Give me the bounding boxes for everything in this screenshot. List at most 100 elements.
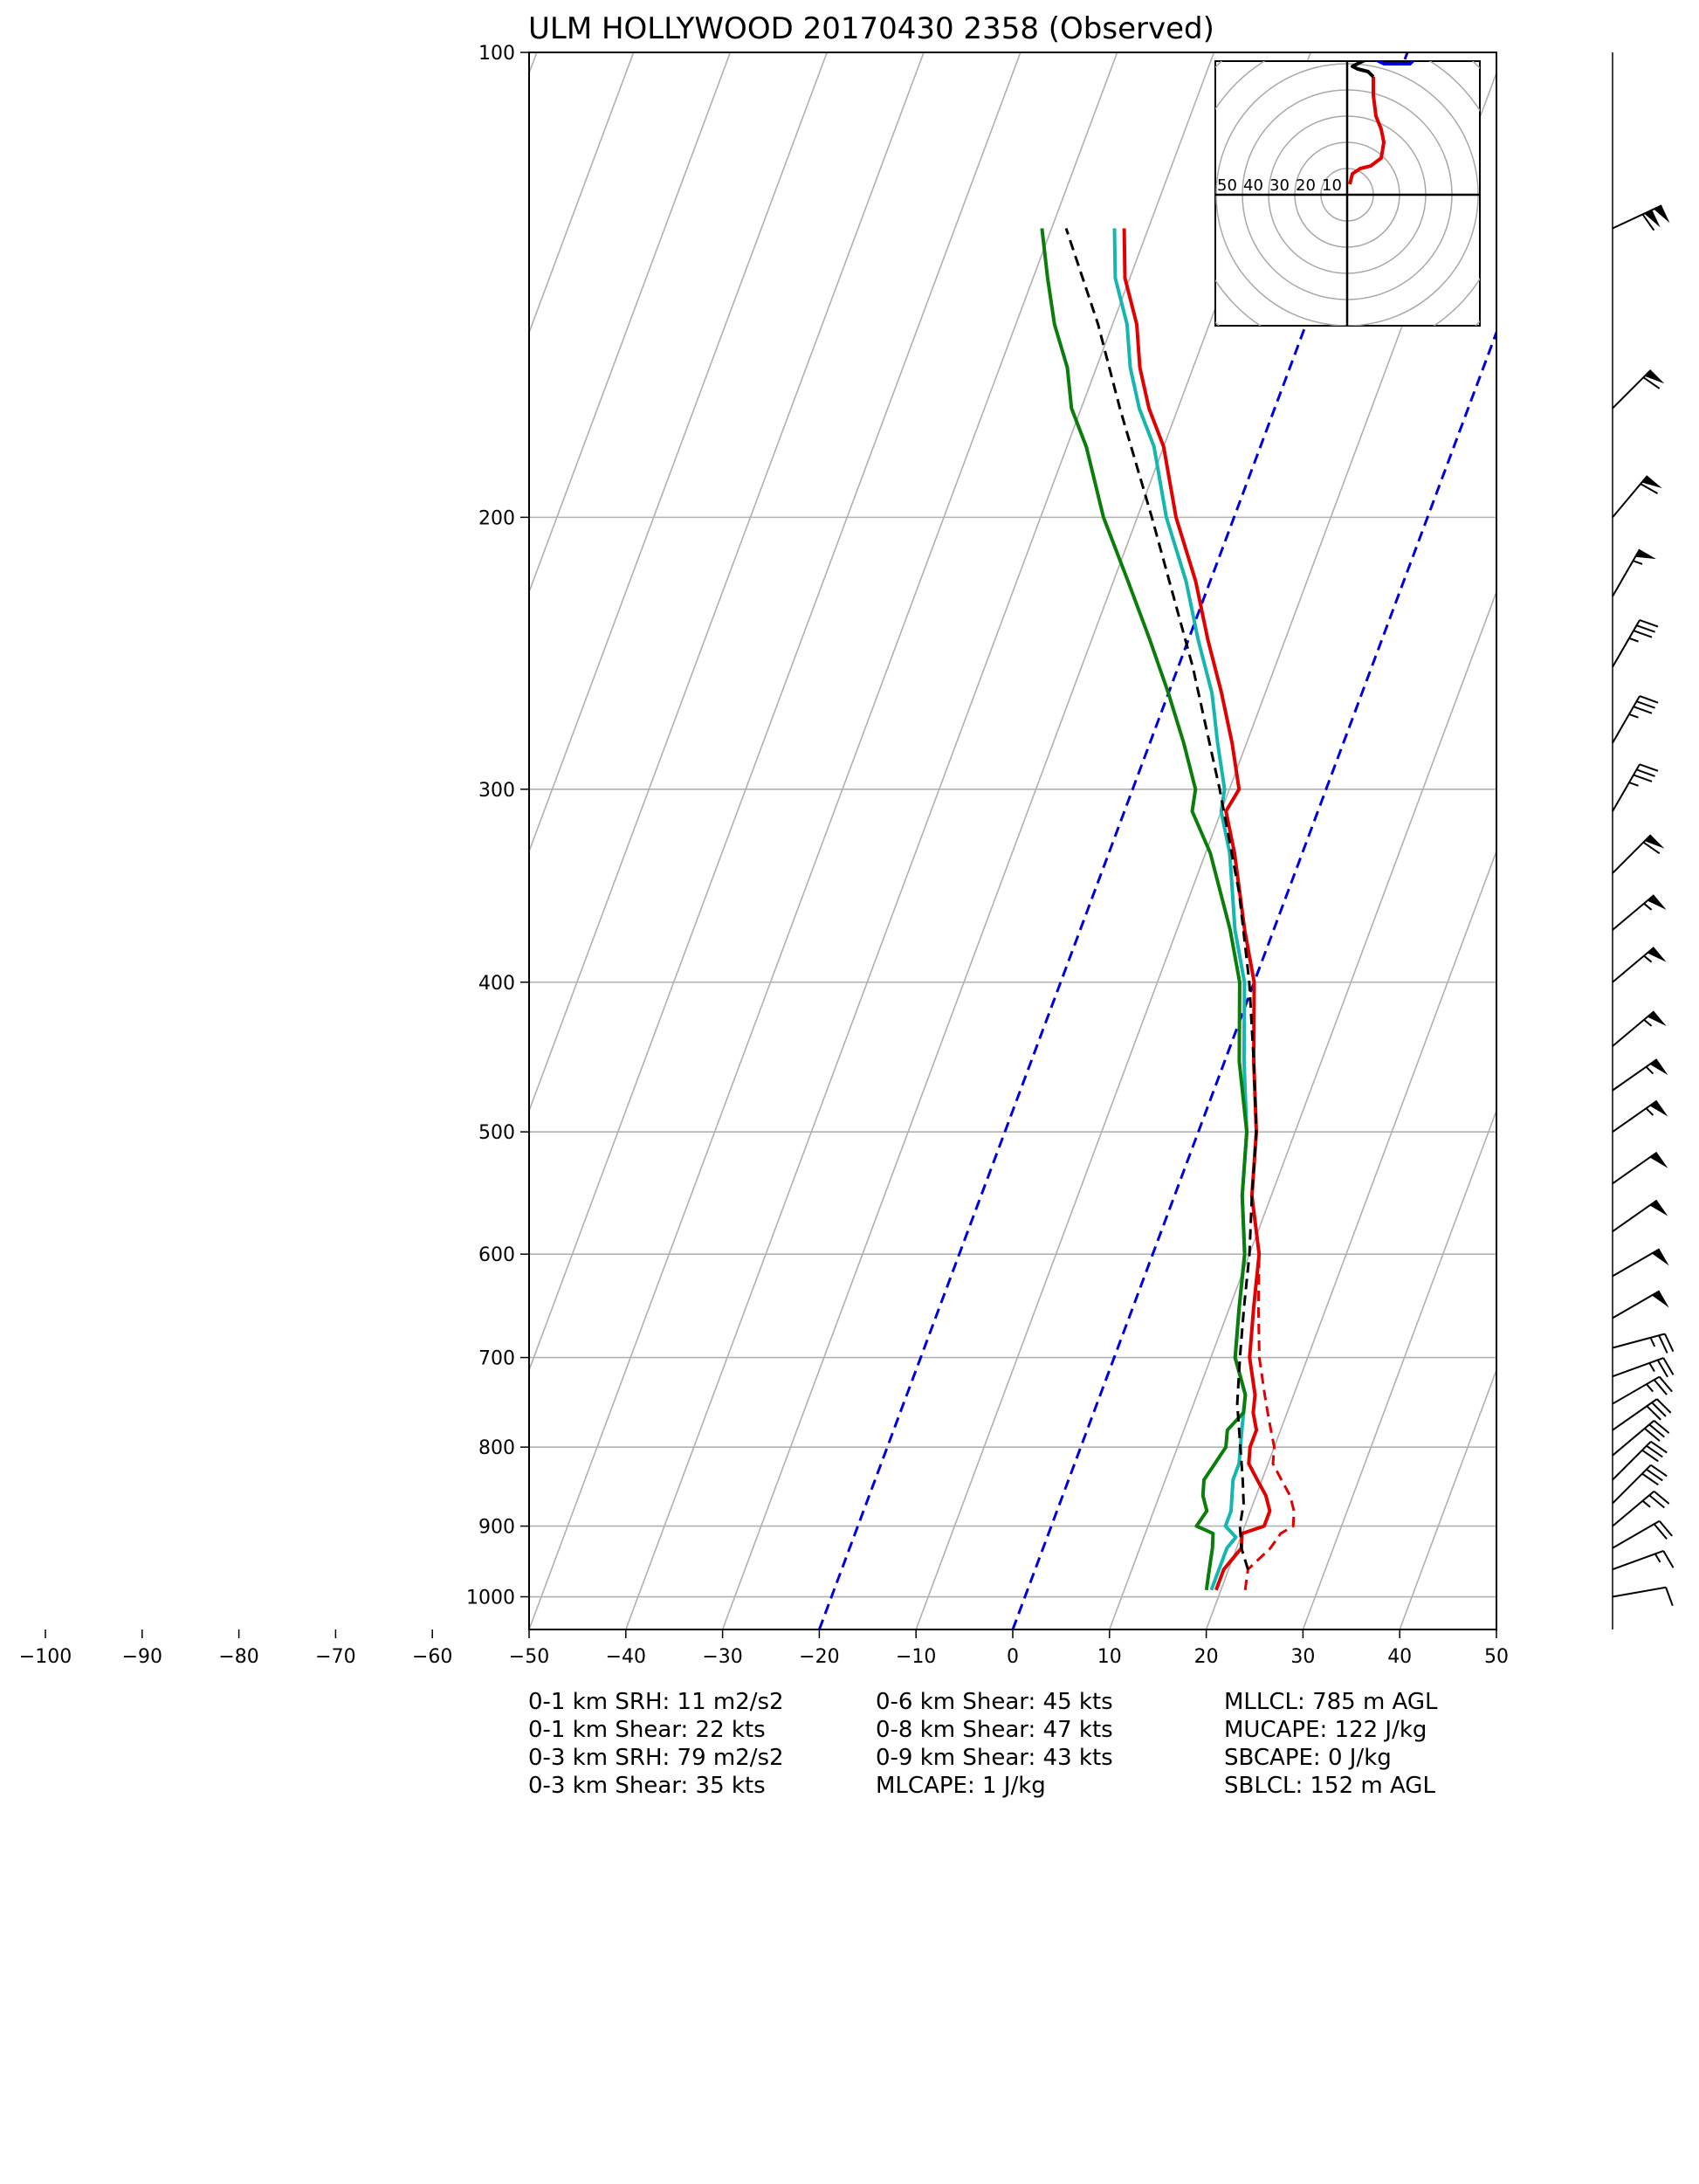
barb-flag [1649, 1059, 1668, 1076]
isotherm-gridline [1109, 589, 1496, 1629]
barb-full [1639, 695, 1659, 704]
barb-full [1653, 1379, 1668, 1395]
barb-full [1633, 630, 1653, 638]
barb-full [1641, 1472, 1659, 1486]
barb-full [1653, 1523, 1668, 1540]
isotherm-gridline [1302, 1108, 1496, 1629]
index-line: 0-3 km SRH: 79 m2/s2 [528, 1745, 784, 1771]
hodograph-ring-label: 20 [1296, 176, 1316, 195]
barb-full [1653, 1490, 1670, 1505]
barb-full [1633, 706, 1653, 714]
hodograph-trace [1351, 61, 1375, 79]
wind-barb [1612, 1586, 1674, 1607]
barb-flag [1652, 1291, 1669, 1308]
wind-barb [1612, 1290, 1669, 1319]
barb-full [1663, 1333, 1675, 1353]
wind-barb [1612, 475, 1662, 519]
hodograph-inset: 50 40 30 20 10 [1214, 22, 1481, 327]
wind-barb [1612, 1333, 1675, 1354]
profile-line [1243, 1254, 1296, 1591]
barb-flag [1641, 475, 1662, 489]
x-tick-label: −80 [218, 1646, 258, 1668]
barb-half [1654, 1553, 1661, 1563]
x-tick-label: 30 [1290, 1646, 1315, 1668]
barb-full [1653, 1420, 1670, 1434]
barb-full [1636, 624, 1655, 633]
isotherm-gridline [529, 52, 635, 335]
barb-half [1648, 1362, 1655, 1372]
barb-staff [1612, 619, 1641, 668]
barb-staff [1612, 1010, 1655, 1047]
x-tick-label: −30 [702, 1646, 742, 1668]
barb-full [1642, 841, 1661, 855]
wind-barb [1612, 1519, 1673, 1549]
barb-staff [1612, 1333, 1666, 1349]
barb-flag [1644, 835, 1665, 849]
barb-staff [1612, 834, 1652, 874]
x-tick-label: 20 [1194, 1646, 1219, 1668]
index-line: MLCAPE: 1 J/kg [876, 1773, 1046, 1799]
isotherm-gridline [529, 52, 828, 854]
wind-barb [1612, 834, 1665, 874]
y-tick-label: 300 [478, 780, 515, 802]
barb-staff [1612, 548, 1641, 597]
wind-barb [1612, 1248, 1669, 1278]
index-line: 0-8 km Shear: 47 kts [876, 1717, 1113, 1743]
barb-flag [1652, 1249, 1669, 1266]
isotherm-gridline [1205, 849, 1496, 1629]
barb-full [1636, 700, 1655, 709]
barb-full [1658, 1520, 1673, 1537]
y-tick-label: 800 [478, 1437, 515, 1459]
index-line: 0-9 km Shear: 43 kts [876, 1745, 1113, 1771]
barb-staff [1612, 894, 1655, 931]
barb-full [1648, 1423, 1665, 1438]
barb-full [1633, 774, 1653, 782]
isotherm-gridline [0, 52, 150, 1629]
y-tick-label: 200 [478, 507, 515, 529]
barb-full [1640, 483, 1659, 495]
barb-full [1656, 1398, 1672, 1414]
hodograph-trace [1374, 61, 1415, 65]
barb-staff [1612, 947, 1655, 983]
barb-full [1646, 1405, 1661, 1421]
barb-full [1658, 1334, 1668, 1354]
barb-full [1662, 1357, 1675, 1375]
index-line: 0-3 km Shear: 35 kts [528, 1773, 766, 1799]
x-tick-label: 50 [1484, 1646, 1509, 1668]
x-tick-label: −90 [122, 1646, 162, 1668]
barb-half [1645, 1065, 1654, 1075]
hodograph-ring-label: 40 [1243, 176, 1263, 195]
wind-barb [1612, 1151, 1668, 1185]
wind-barb [1612, 204, 1670, 231]
barb-half [1645, 1107, 1654, 1116]
wind-barb [1612, 548, 1657, 597]
barb-staff [1612, 1151, 1658, 1185]
hodograph-trace [1363, 22, 1373, 56]
wind-barb [1612, 947, 1667, 983]
isotherm-gridline [0, 52, 53, 1629]
chart-title: ULM HOLLYWOOD 20170430 2358 (Observed) [528, 11, 1214, 46]
wind-barb [1612, 619, 1659, 668]
index-line: 0-1 km Shear: 22 kts [528, 1717, 766, 1743]
barb-full [1646, 1468, 1663, 1482]
barb-flag [1635, 549, 1657, 560]
barb-flag [1644, 210, 1661, 228]
barb-half [1649, 1337, 1656, 1347]
index-line: 0-6 km Shear: 45 kts [876, 1689, 1113, 1715]
isotherm-gridline [0, 52, 343, 1629]
barb-full [1641, 1449, 1659, 1463]
x-tick-label: −10 [896, 1646, 936, 1668]
wind-barb [1612, 1420, 1670, 1457]
barb-half [1643, 902, 1653, 911]
wind-barb [1612, 695, 1659, 744]
wind-barb [1612, 1464, 1668, 1505]
y-tick-label: 1000 [466, 1588, 515, 1609]
barb-staff [1612, 1550, 1664, 1571]
x-tick-label: 0 [1007, 1646, 1019, 1668]
isotherm-gridline [0, 52, 440, 1629]
x-tick-label: −40 [606, 1646, 646, 1668]
profile-line [1064, 228, 1258, 1570]
barb-full [1636, 768, 1655, 777]
barb-flag [1649, 1200, 1668, 1216]
